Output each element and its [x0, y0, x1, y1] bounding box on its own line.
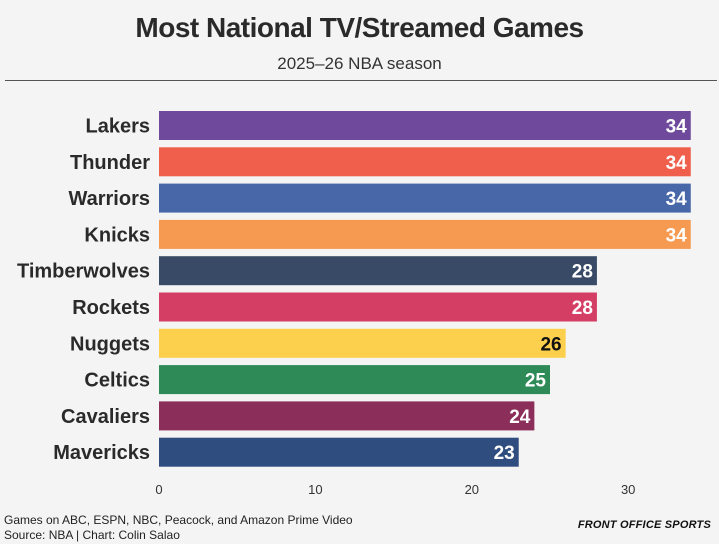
category-label: Celtics — [84, 370, 150, 392]
bar-thunder — [159, 147, 691, 177]
chart-title: Most National TV/Streamed Games — [135, 12, 584, 43]
x-tick-label: 30 — [621, 482, 635, 497]
bar-mavericks — [159, 437, 519, 467]
brand-logo: FRONT OFFICE SPORTS — [577, 519, 711, 531]
data-label: 34 — [666, 117, 688, 138]
category-label: Warriors — [68, 188, 150, 210]
data-label: 23 — [494, 443, 515, 464]
category-label: Cavaliers — [61, 406, 150, 428]
bar-timberwolves — [159, 256, 597, 286]
bar-lakers — [159, 111, 691, 140]
bar-chart: Lakers 34 Thunder 34 Warriors 34 Knicks 34 Timbe… — [17, 111, 691, 497]
bar-rockets — [159, 292, 597, 322]
title-divider — [5, 80, 717, 81]
chart-subtitle: 2025–26 NBA season — [277, 54, 442, 73]
source-credit: Source: NBA | Chart: Colin Salao — [4, 528, 180, 542]
footnote: Games on ABC, ESPN, NBC, Peacock, and Am… — [4, 513, 353, 527]
category-label: Lakers — [86, 116, 151, 138]
category-label: Thunder — [70, 152, 150, 174]
bar-cavaliers — [159, 401, 535, 431]
category-label: Nuggets — [70, 333, 150, 355]
data-label: 28 — [572, 298, 593, 319]
bar-nuggets — [159, 328, 566, 358]
bar-celtics — [159, 365, 550, 395]
x-tick-label: 0 — [155, 482, 162, 497]
data-label: 34 — [666, 153, 688, 174]
bar-knicks — [159, 219, 691, 249]
data-label: 34 — [666, 225, 688, 246]
data-label: 25 — [525, 371, 547, 392]
category-label: Timberwolves — [17, 261, 150, 283]
x-tick-label: 10 — [308, 482, 322, 497]
category-label: Mavericks — [53, 442, 150, 464]
data-label: 24 — [509, 407, 531, 428]
category-label: Knicks — [84, 224, 150, 246]
data-label: 28 — [572, 262, 593, 283]
data-label: 26 — [540, 334, 561, 355]
category-label: Rockets — [72, 297, 150, 319]
data-label: 34 — [666, 189, 688, 210]
x-tick-label: 20 — [465, 482, 479, 497]
bar-warriors — [159, 183, 691, 213]
